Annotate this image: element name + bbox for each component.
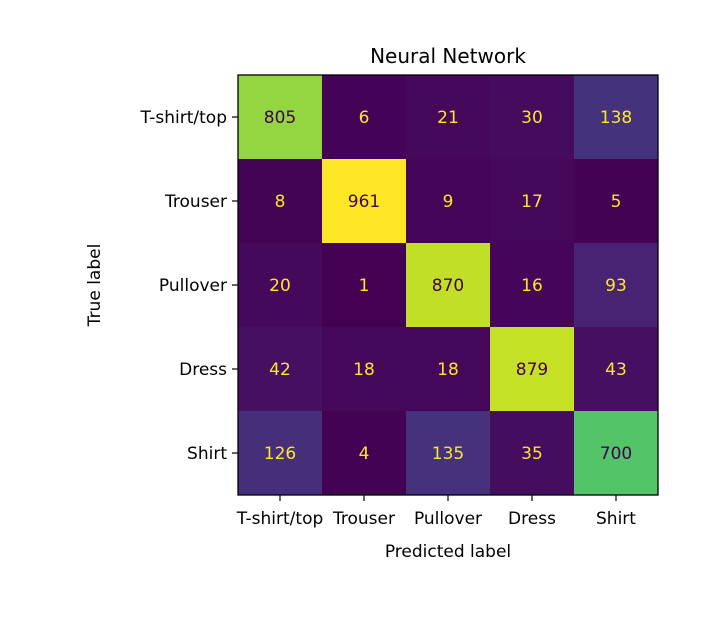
cell-value-label: 16 xyxy=(521,276,543,296)
heatmap-cell xyxy=(406,411,491,496)
cell-value-label: 20 xyxy=(269,276,291,296)
heatmap-cell xyxy=(406,159,491,244)
y-tick-label: Shirt xyxy=(187,444,227,464)
cell-value-label: 135 xyxy=(432,444,464,464)
cell-value-label: 870 xyxy=(432,276,464,296)
cell-value-label: 42 xyxy=(269,360,291,380)
heatmap-cell xyxy=(238,159,323,244)
heatmap-cell xyxy=(574,243,659,328)
heatmap-cell xyxy=(322,327,407,412)
cell-value-label: 1 xyxy=(359,276,370,296)
heatmap-cell xyxy=(574,75,659,160)
heatmap-cell xyxy=(322,243,407,328)
x-axis-ticks: T-shirt/top Trouser Pullover Dress Shirt xyxy=(236,495,636,529)
x-axis-label: Predicted label xyxy=(385,542,511,562)
heatmap-cell xyxy=(574,411,659,496)
x-tick-label: Trouser xyxy=(332,509,395,529)
cell-value-label: 805 xyxy=(264,108,296,128)
cell-value-label: 9 xyxy=(443,192,454,212)
y-tick-label: T-shirt/top xyxy=(139,108,227,128)
y-tick-label: Trouser xyxy=(164,192,227,212)
heatmap-cell xyxy=(322,75,407,160)
heatmap-cell xyxy=(490,75,575,160)
cell-value-label: 21 xyxy=(437,108,459,128)
x-tick-label: Pullover xyxy=(414,509,482,529)
heatmap-cells xyxy=(238,75,659,496)
heatmap-cell xyxy=(490,411,575,496)
y-axis-label: True label xyxy=(85,244,105,328)
cell-value-label: 18 xyxy=(353,360,375,380)
heatmap-cell xyxy=(238,243,323,328)
cell-value-label: 35 xyxy=(521,444,543,464)
heatmap-cell xyxy=(238,411,323,496)
cell-value-label: 18 xyxy=(437,360,459,380)
cell-value-label: 961 xyxy=(348,192,380,212)
x-tick-label: Shirt xyxy=(596,509,636,529)
heatmap-cell xyxy=(490,159,575,244)
cell-value-label: 4 xyxy=(359,444,370,464)
cell-value-label: 17 xyxy=(521,192,543,212)
heatmap-cell xyxy=(490,243,575,328)
heatmap-cell xyxy=(238,75,323,160)
heatmap-cell xyxy=(574,327,659,412)
y-axis-ticks: T-shirt/top Trouser Pullover Dress Shirt xyxy=(139,108,238,464)
cell-value-label: 6 xyxy=(359,108,370,128)
y-tick-label: Dress xyxy=(179,360,227,380)
cell-value-label: 879 xyxy=(516,360,548,380)
heatmap-cell xyxy=(574,159,659,244)
heatmap-cell xyxy=(238,327,323,412)
cell-value-label: 30 xyxy=(521,108,543,128)
cell-value-label: 138 xyxy=(600,108,632,128)
x-tick-label: T-shirt/top xyxy=(236,509,324,529)
heatmap-cell xyxy=(406,243,491,328)
heatmap-cell xyxy=(322,411,407,496)
chart-title: Neural Network xyxy=(370,44,526,68)
cell-value-label: 8 xyxy=(275,192,286,212)
cell-value-label: 93 xyxy=(605,276,627,296)
heatmap-cell xyxy=(322,159,407,244)
heatmap-cell xyxy=(406,75,491,160)
x-tick-label: Dress xyxy=(508,509,556,529)
cell-value-label: 700 xyxy=(600,444,632,464)
cell-value-label: 43 xyxy=(605,360,627,380)
cell-value-label: 126 xyxy=(264,444,296,464)
heatmap-cell xyxy=(406,327,491,412)
cell-value-label: 5 xyxy=(611,192,622,212)
heatmap-cell xyxy=(490,327,575,412)
y-tick-label: Pullover xyxy=(159,276,227,296)
